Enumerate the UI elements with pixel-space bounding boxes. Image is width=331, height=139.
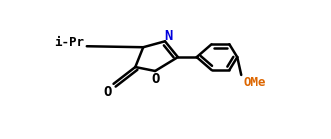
Text: i-Pr: i-Pr [54,36,84,49]
Text: O: O [103,85,112,99]
Text: N: N [164,29,172,43]
Text: OMe: OMe [243,76,266,89]
Text: O: O [151,72,159,86]
